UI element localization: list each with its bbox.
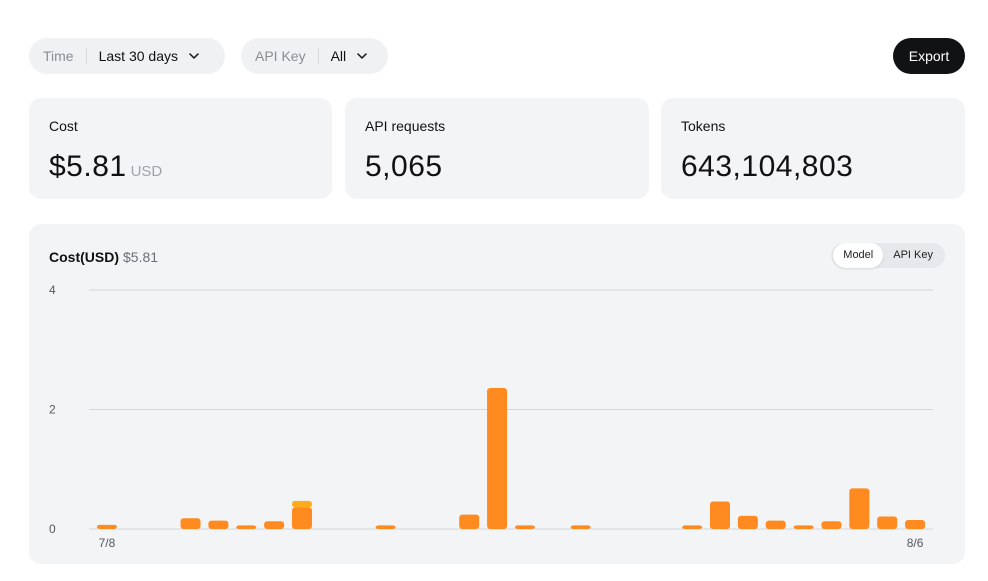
- toolbar: Time Last 30 days API Key All Export: [29, 38, 965, 74]
- time-filter[interactable]: Time Last 30 days: [29, 38, 225, 74]
- cost-bar[interactable]: [264, 521, 285, 529]
- chart-group-toggle: Model API Key: [831, 243, 945, 268]
- y-tick-label: 2: [49, 403, 56, 417]
- x-tick-label-end: 8/6: [907, 536, 924, 550]
- cost-chart-panel: Cost(USD) $5.81 Model API Key 0 2 4 7/8 8/6: [29, 224, 965, 564]
- api-requests-card-title: API requests: [365, 118, 446, 134]
- cost-bar[interactable]: [849, 488, 870, 529]
- cost-bar[interactable]: [292, 500, 312, 508]
- cost-bar[interactable]: [821, 521, 842, 529]
- cost-bar[interactable]: [180, 518, 201, 529]
- cost-bar[interactable]: [208, 520, 229, 529]
- chart-title-label: Cost(USD): [49, 249, 119, 265]
- export-button[interactable]: Export: [893, 38, 965, 74]
- cost-bar[interactable]: [793, 525, 814, 529]
- cost-bar[interactable]: [737, 515, 758, 529]
- cost-bar[interactable]: [375, 525, 396, 529]
- cost-bar[interactable]: [570, 525, 591, 529]
- api-key-filter[interactable]: API Key All: [241, 38, 388, 74]
- cost-bar-chart: 0 2 4 7/8 8/6: [49, 283, 933, 550]
- cost-card-value-row: $5.81 USD: [49, 150, 312, 184]
- time-filter-value: Last 30 days: [98, 48, 178, 64]
- chevron-down-icon: [357, 53, 367, 59]
- cost-card: Cost $5.81 USD: [29, 98, 332, 199]
- api-key-filter-value: All: [330, 48, 347, 64]
- api-requests-value: 5,065: [365, 150, 443, 183]
- cost-bar[interactable]: [459, 514, 480, 529]
- cost-bar[interactable]: [514, 525, 535, 529]
- cost-bar[interactable]: [96, 524, 117, 529]
- chevron-down-icon: [189, 53, 199, 59]
- cost-bar[interactable]: [905, 520, 926, 529]
- tokens-card-title: Tokens: [681, 118, 726, 134]
- cost-bar[interactable]: [292, 507, 312, 529]
- api-requests-card: API requests 5,065: [345, 98, 649, 199]
- chart-title: Cost(USD) $5.81: [49, 249, 158, 265]
- cost-value: $5.81: [49, 150, 127, 183]
- cost-bar[interactable]: [236, 525, 257, 529]
- toggle-model[interactable]: Model: [833, 243, 884, 268]
- cost-bar[interactable]: [682, 525, 703, 529]
- cost-bar[interactable]: [710, 501, 730, 529]
- cost-card-title: Cost: [49, 118, 78, 134]
- tokens-card: Tokens 643,104,803: [661, 98, 965, 199]
- cost-bar[interactable]: [487, 387, 508, 529]
- tokens-value: 643,104,803: [681, 150, 854, 183]
- chart-total: $5.81: [123, 249, 159, 265]
- cost-bar[interactable]: [877, 516, 898, 529]
- cost-bar[interactable]: [765, 520, 786, 529]
- toggle-api-key[interactable]: API Key: [893, 249, 933, 261]
- time-filter-label: Time: [29, 48, 87, 64]
- x-tick-label-start: 7/8: [99, 536, 116, 550]
- api-key-filter-label: API Key: [241, 48, 319, 64]
- y-tick-label: 4: [49, 283, 56, 297]
- cost-unit: USD: [130, 163, 163, 180]
- y-tick-label: 0: [49, 522, 56, 536]
